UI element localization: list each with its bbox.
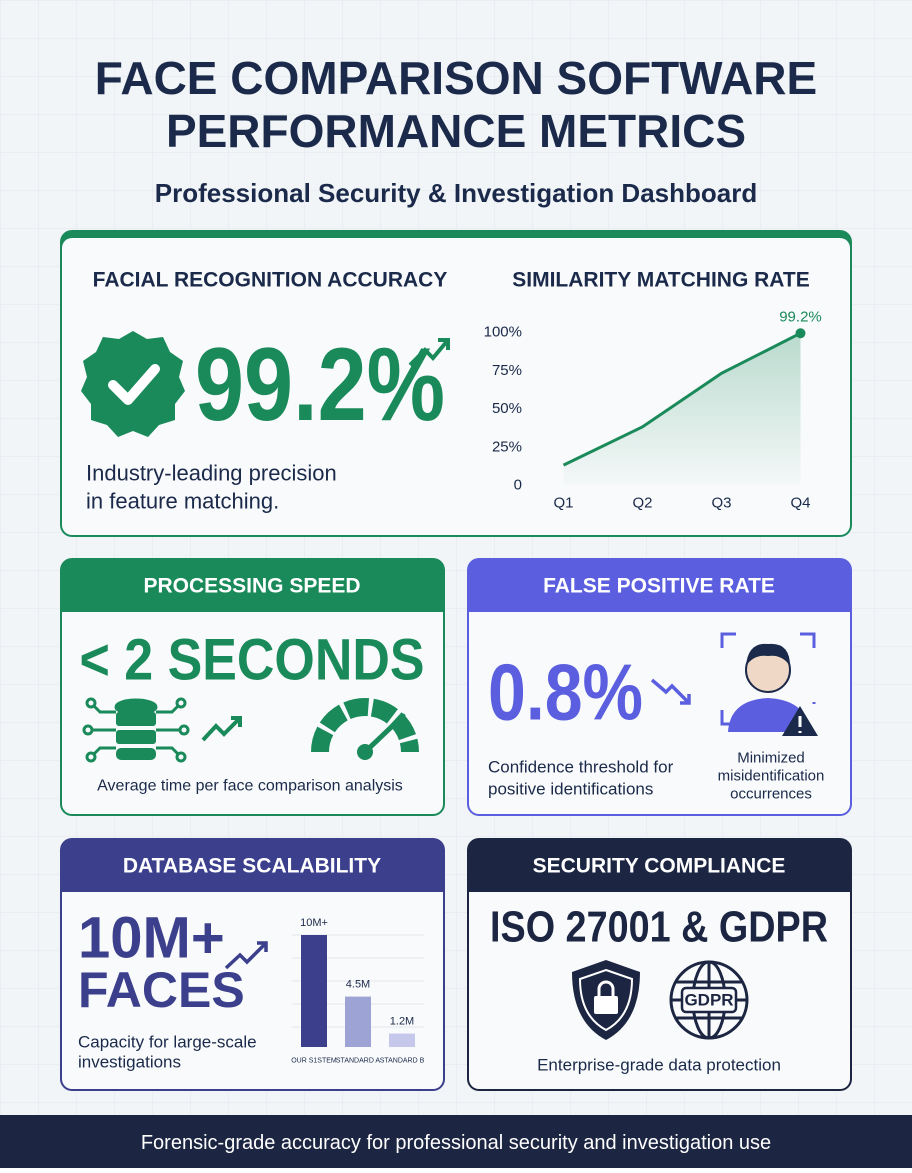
- card: [469, 892, 850, 906]
- metric-value: 0.8%: [488, 648, 643, 737]
- globe-icon: [669, 960, 749, 1040]
- description: Confidence threshold for: [488, 758, 674, 777]
- description: Industry-leading precision: [86, 461, 337, 486]
- card-heading: PROCESSING SPEED: [143, 575, 360, 598]
- description: Enterprise-grade data protection: [537, 1056, 781, 1075]
- y-tick-label: 50%: [492, 400, 522, 417]
- value-label: 10M+: [300, 917, 328, 929]
- metric-value: ISO 27001 & GDPR: [490, 903, 828, 952]
- description: positive identifications: [488, 780, 653, 799]
- chart-title: SIMILARITY MATCHING RATE: [512, 269, 810, 292]
- x-tick-label: Q3: [711, 495, 731, 512]
- y-tick-label: 25%: [492, 438, 522, 455]
- x-tick-label: Q4: [790, 495, 810, 512]
- description: in feature matching.: [86, 489, 279, 514]
- bar: [345, 996, 371, 1047]
- x-tick-label: STANDARD A: [336, 1058, 381, 1065]
- bar: [389, 1033, 415, 1047]
- bar: [301, 935, 327, 1047]
- x-tick-label: Q1: [553, 495, 573, 512]
- description: Average time per face comparison analysi…: [97, 778, 403, 795]
- x-tick-label: STANDARD B: [380, 1058, 425, 1065]
- y-tick-label: 0: [514, 477, 522, 494]
- metric-value: FACES: [78, 962, 245, 1018]
- metric-value: 10M+: [78, 906, 225, 971]
- card-heading: FACIAL RECOGNITION ACCURACY: [93, 269, 448, 292]
- check-badge-icon: [81, 331, 185, 437]
- bar-chart: 10M+ OUR S1STEM 4.5M STANDARD A 1.2M STANDARD…: [291, 917, 424, 1065]
- description: Capacity for large-scale: [78, 1033, 257, 1052]
- card: [62, 892, 443, 906]
- card: [62, 612, 443, 626]
- title: PERFORMANCE METRICS: [166, 105, 746, 157]
- card-heading: SECURITY COMPLIANCE: [533, 855, 786, 878]
- shield-icon: [572, 960, 640, 1040]
- point: [795, 328, 806, 339]
- card: [469, 892, 850, 1089]
- note: Minimized: [737, 750, 805, 767]
- trend-icon: [650, 678, 691, 705]
- x-tick-label: OUR S1STEM: [291, 1058, 337, 1065]
- database-icon: [82, 697, 190, 763]
- card: [62, 612, 443, 814]
- metric-value: 99.2%: [195, 327, 445, 443]
- x-tick-label: Q2: [632, 495, 652, 512]
- y-tick-label: 100%: [484, 324, 522, 341]
- description: investigations: [78, 1053, 181, 1072]
- area: [563, 333, 801, 485]
- face-scan-icon: [720, 632, 818, 736]
- card-heading: DATABASE SCALABILITY: [123, 855, 381, 878]
- subtitle: Professional Security & Investigation Da…: [155, 178, 757, 208]
- card: [469, 612, 850, 626]
- trend-icon: [408, 338, 450, 367]
- metric-value: < 2 SECONDS: [80, 628, 425, 693]
- y-tick-label: 75%: [492, 362, 522, 379]
- card-heading: FALSE POSITIVE RATE: [543, 575, 775, 598]
- footer-text: Forensic-grade accuracy for professional…: [141, 1132, 771, 1154]
- value-label: 1.2M: [390, 1016, 414, 1028]
- note: misidentification: [718, 768, 825, 785]
- badge-label: GDPR: [684, 991, 733, 1010]
- value-label: 99.2%: [779, 309, 822, 326]
- trend-icon: [224, 941, 268, 970]
- line-chart: 0 25% 50% 75% 100% Q1 Q2 Q3 Q4 99.2%: [484, 309, 822, 512]
- value-label: 4.5M: [346, 979, 370, 991]
- gauge-icon: [311, 698, 419, 760]
- trend-icon: [201, 716, 242, 742]
- footer: [0, 1115, 912, 1168]
- title: FACE COMPARISON SOFTWARE: [95, 52, 817, 104]
- note: occurrences: [730, 786, 812, 803]
- line: [562, 331, 802, 467]
